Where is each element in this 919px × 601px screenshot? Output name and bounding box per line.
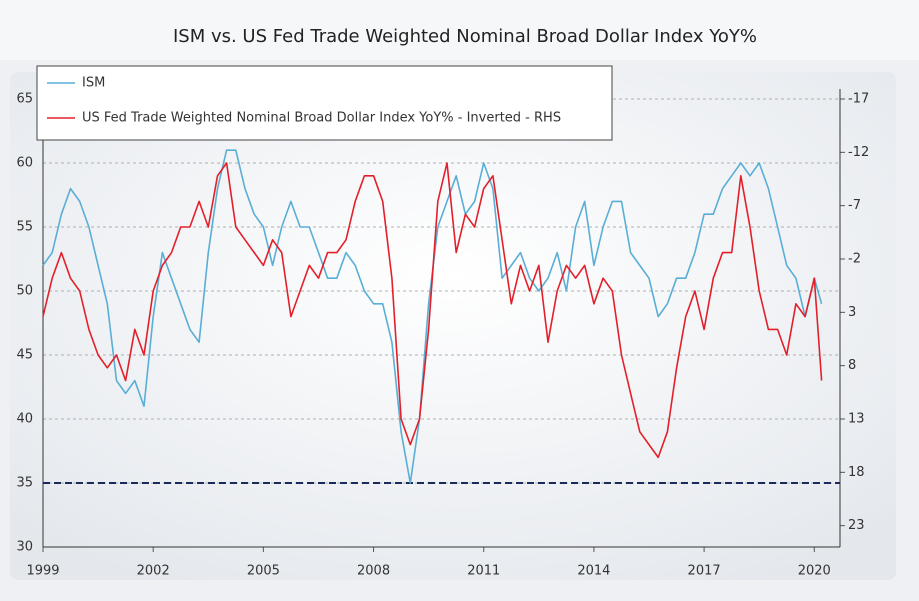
y-tick-label: 60 xyxy=(16,156,33,171)
y-tick-label: 30 xyxy=(16,540,33,555)
x-tick-label: 2011 xyxy=(467,564,500,579)
y2-tick-label: -7 xyxy=(848,198,861,213)
chart-title: ISM vs. US Fed Trade Weighted Nominal Br… xyxy=(173,26,757,47)
y2-tick-label: -17 xyxy=(848,92,869,107)
y-tick-label: 45 xyxy=(16,348,33,363)
x-tick-label: 2020 xyxy=(798,564,831,579)
y2-tick-label: 23 xyxy=(848,518,865,533)
y-tick-label: 65 xyxy=(16,92,33,107)
legend-box xyxy=(36,65,613,141)
x-tick-label: 2005 xyxy=(247,564,280,579)
legend-label: ISM xyxy=(82,76,105,91)
x-tick-label: 2002 xyxy=(137,564,170,579)
y-tick-label: 50 xyxy=(16,284,33,299)
x-tick-label: 2014 xyxy=(577,564,610,579)
x-tick-label: 2017 xyxy=(688,564,721,579)
y-tick-label: 40 xyxy=(16,412,33,427)
y2-tick-label: 18 xyxy=(848,465,865,480)
y2-tick-label: 3 xyxy=(848,305,856,320)
plot-panel xyxy=(10,72,896,580)
series-line xyxy=(42,162,823,459)
y-tick-label: 35 xyxy=(16,476,33,491)
y2-tick-label: -2 xyxy=(848,252,861,267)
y2-tick-label: -12 xyxy=(848,145,869,160)
header xyxy=(0,0,919,60)
x-tick-label: 2008 xyxy=(357,564,390,579)
x-tick-label: 1999 xyxy=(26,564,59,579)
y2-tick-label: 13 xyxy=(848,412,865,427)
legend-label: US Fed Trade Weighted Nominal Broad Doll… xyxy=(82,111,561,126)
y2-tick-label: 8 xyxy=(848,358,856,373)
y-tick-label: 55 xyxy=(16,220,33,235)
